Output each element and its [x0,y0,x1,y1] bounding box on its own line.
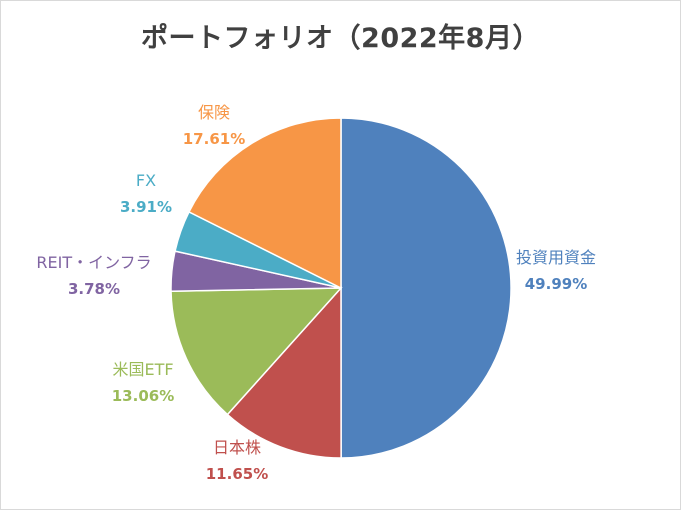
slice-label: 日本株 [213,438,261,457]
slice-value-label: 17.61% [183,130,245,148]
data-labels: 投資用資金 49.99% 日本株 11.65% 米国ETF 13.06% REIT・インフラ… [36,103,596,483]
slice-value-label: 3.78% [68,280,120,298]
slice-label: FX [136,171,156,190]
pie-slices [170,117,512,459]
pie-slice [340,117,512,459]
slice-label: 米国ETF [112,360,173,379]
slice-label: 投資用資金 [516,248,596,267]
chart-title: ポートフォリオ（2022年8月） [141,23,540,54]
slice-label: 保険 [198,103,230,122]
pie-slice [187,117,342,290]
slice-value-label: 11.65% [206,465,268,483]
pie-slice [226,286,342,459]
slice-label: REIT・インフラ [36,253,151,272]
slice-value-label: 49.99% [525,275,587,293]
slice-value-label: 3.91% [120,198,172,216]
pie-slice [170,287,343,416]
slice-value-label: 13.06% [112,387,174,405]
